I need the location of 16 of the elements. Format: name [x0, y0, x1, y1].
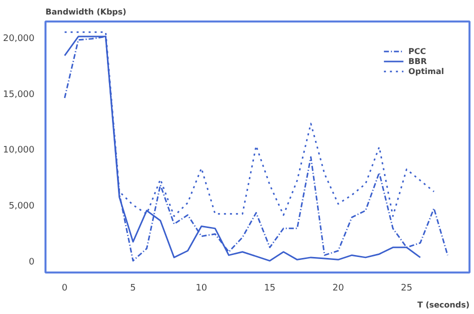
y-tick-label: 15,000	[3, 90, 35, 100]
x-tick-label: 25	[400, 284, 412, 294]
y-axis-title: Bandwidth (Kbps)	[46, 8, 126, 16]
x-tick-label: 20	[332, 284, 344, 294]
y-tick-label: 10,000	[3, 146, 35, 156]
y-tick-label: 20,000	[3, 34, 35, 44]
x-axis-title: T (seconds)	[417, 300, 470, 310]
y-tick-label: 0	[28, 257, 35, 268]
legend-label: Optimal	[408, 66, 444, 76]
y-tick-label: 5,000	[8, 202, 35, 212]
x-tick-label: 5	[130, 284, 136, 294]
x-tick-label: 10	[196, 284, 208, 294]
x-tick-label: 0	[62, 284, 68, 294]
x-tick-label: 15	[264, 284, 276, 294]
legend-label: PCC	[408, 46, 428, 56]
legend-label: BBR	[408, 56, 428, 66]
